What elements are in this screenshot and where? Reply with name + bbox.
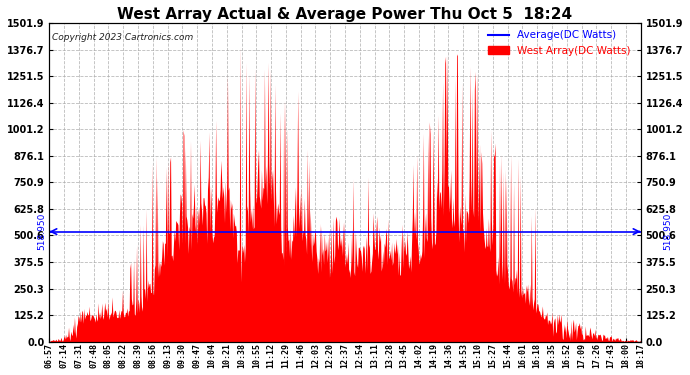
Title: West Array Actual & Average Power Thu Oct 5  18:24: West Array Actual & Average Power Thu Oc… xyxy=(117,7,573,22)
Text: 518.950: 518.950 xyxy=(663,213,672,250)
Text: Copyright 2023 Cartronics.com: Copyright 2023 Cartronics.com xyxy=(52,33,193,42)
Text: 518.950: 518.950 xyxy=(37,213,46,250)
Legend: Average(DC Watts), West Array(DC Watts): Average(DC Watts), West Array(DC Watts) xyxy=(484,26,635,60)
